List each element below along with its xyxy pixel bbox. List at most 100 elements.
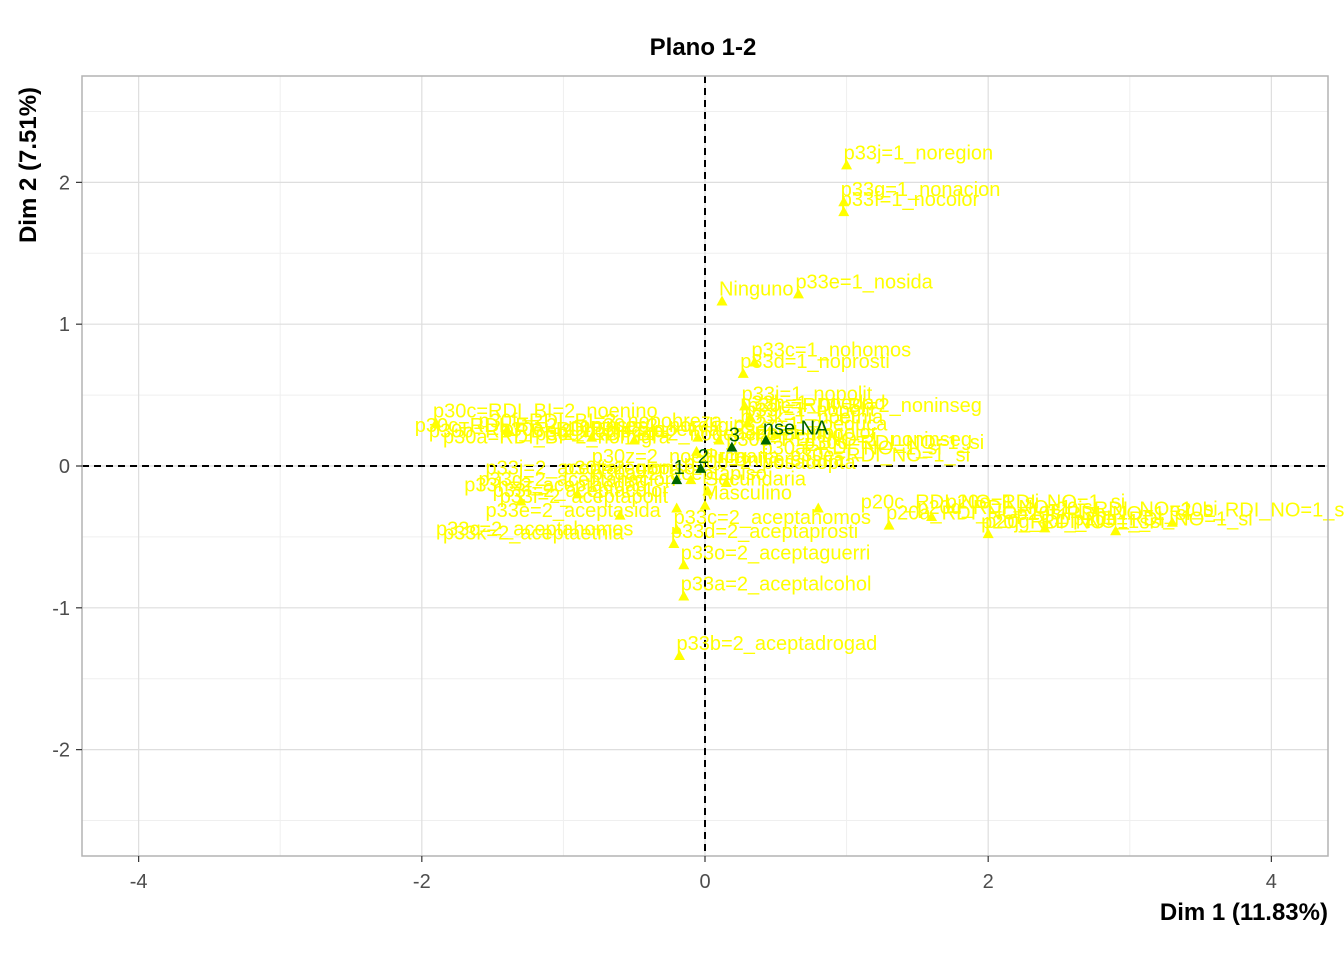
data-point	[628, 434, 640, 445]
data-point	[982, 528, 994, 539]
point-label: p30c=RDI_BI=2_noenino	[433, 400, 658, 422]
point-label: p33i=1_nopolit	[745, 399, 876, 421]
point-label: p20i_RDI_NO=1_si	[1045, 499, 1218, 521]
reference-lines	[82, 76, 1328, 856]
data-point	[671, 523, 683, 534]
point-label: p30d=RDI_NO=1_si	[804, 432, 984, 454]
x-axis-ticks: -4 -2 0 2 4	[130, 856, 1277, 893]
data-point	[702, 485, 714, 496]
point-label: p33e=1_nosida	[795, 271, 933, 293]
data-point	[501, 424, 513, 435]
point-label: p33k=1_noetnia	[740, 406, 884, 428]
data-point	[692, 431, 704, 442]
point-label: p30a=RDI_NO=1_si	[762, 438, 942, 460]
point-label: p20h_RDI_NO=1_si	[1073, 509, 1253, 531]
data-point	[678, 559, 690, 570]
data-point	[674, 650, 686, 661]
point-label: p30f=RDI_BI=2_nopobreza	[478, 411, 722, 433]
point-label: p30c=RDI_BI=2_noninseg	[415, 415, 650, 437]
x-tick-label: -4	[130, 871, 148, 893]
y-axis-label: Dim 2 (7.51%)	[15, 87, 42, 243]
x-tick-label: 2	[983, 871, 994, 893]
point-label: p30a=RDI_BI=2_nomigra	[443, 426, 671, 448]
point-label: p30e=RDI_BI=2_noetnia	[500, 419, 721, 441]
point-label: nse.NA	[763, 417, 829, 439]
point-label: p30z=2_noeduca	[592, 446, 747, 468]
data-point	[1110, 525, 1122, 536]
point-label: p33d=1_noprosti	[740, 351, 890, 373]
data-point	[1166, 516, 1178, 527]
point-label: p33i=2_aceptapolit	[500, 486, 669, 508]
point-label: p20g_RDI_NO=1_si	[985, 511, 1165, 533]
point-label: p20f_RDI_NO=1_si	[1017, 503, 1191, 525]
data-point	[720, 477, 732, 488]
point-label: 2	[698, 446, 709, 468]
data-point	[671, 502, 683, 513]
data-point	[841, 159, 853, 170]
point-label: p20j_RDI_NO=1_si	[981, 511, 1154, 533]
point-label: p32z=1_noeduca	[733, 414, 888, 436]
data-point	[838, 206, 850, 217]
point-label: p30c=RDI_NO=1_noninseg	[726, 429, 972, 451]
point-label: 1	[674, 457, 685, 479]
point-label: p33c=2_aceptahomos	[436, 518, 633, 540]
data-point	[741, 417, 753, 428]
overlapping-labels: p30c=RDI_BI=2_noninsegp30b=RDI_BI=2_nodi…	[415, 392, 1253, 544]
point-label: p33f=1_nocolor	[841, 189, 980, 211]
y-tick-label: -1	[52, 598, 70, 620]
point-label: Primaria	[705, 446, 780, 468]
point-label: p33k=2_aceptaetnia	[443, 523, 625, 545]
data-point	[1039, 522, 1051, 533]
data-point	[691, 445, 703, 456]
point-label: p33c=1_nohomos	[752, 339, 912, 361]
data-point	[695, 462, 707, 473]
data-point	[671, 474, 683, 485]
point-label: p33h=1_noedad	[740, 392, 885, 414]
data-point	[713, 434, 725, 445]
data-point	[726, 441, 738, 452]
data-point	[812, 502, 824, 513]
point-label: p33j=1_noregion	[844, 142, 994, 164]
point-label: p33o=2_aceptaguerri	[681, 542, 871, 564]
point-label: p33g=1_nonacion	[841, 179, 1001, 201]
data-point	[430, 417, 442, 428]
chart-title: Plano 1-2	[650, 34, 757, 61]
point-label: Masculino	[702, 483, 792, 505]
point-label: p20b_RDI_NO=1_si	[1169, 500, 1344, 522]
data-point	[792, 288, 804, 299]
x-axis-label: Dim 1 (11.83%)	[1160, 899, 1328, 926]
data-point	[838, 196, 850, 207]
point-label: p33g=2_aceptanacion	[478, 469, 675, 491]
data-point	[678, 590, 690, 601]
point-label: p30b=RDI_BI=2_nodiscap	[429, 421, 664, 443]
point-label: p30f=2_nopiso	[563, 458, 695, 480]
y-axis-ticks: -2 -1 0 1 2	[52, 172, 82, 762]
data-point	[749, 356, 761, 367]
point-label: p20d_RDI_NO=1_si	[917, 497, 1097, 519]
point-label: p30c=2_noreligio	[592, 415, 745, 437]
point-label: p33b=2_aceptadrogad	[677, 633, 878, 655]
data-point	[668, 538, 680, 548]
data-point	[770, 428, 782, 439]
point-label: Ninguno	[719, 278, 794, 300]
data-point	[586, 431, 598, 442]
point-label: p20e_RDI_NO=1_si	[946, 492, 1126, 514]
data-point	[737, 367, 749, 378]
data-point	[515, 495, 527, 506]
point-label: p30a=2_aceptapiso	[592, 463, 767, 485]
point-label: 3	[729, 425, 740, 447]
point-label: p33a=2_aceptalcohol	[681, 573, 872, 595]
point-label: p33j=2_aceptaregion	[486, 458, 673, 480]
data-series: p33j=1_noregion p33g=1_nonacionp33f=1_noc…	[430, 142, 1344, 661]
data-point	[699, 499, 711, 510]
point-label: p33h=2_aceptaedad	[464, 475, 647, 497]
data-point	[685, 474, 697, 485]
point-label: Femenino	[755, 423, 844, 445]
y-tick-label: 2	[59, 172, 70, 194]
data-point	[572, 488, 584, 499]
point-label: p33f=2_aceptacolor	[493, 480, 670, 502]
point-label: p30b=2_posadopta	[684, 452, 857, 474]
point-label: p20c_RDI_NO=1_si	[861, 492, 1039, 514]
